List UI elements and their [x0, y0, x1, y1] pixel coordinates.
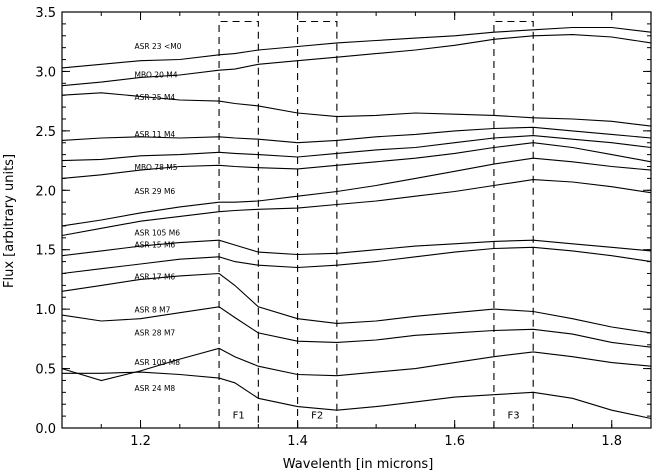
filter-band-f1 — [218, 20, 259, 428]
y-tick-label: 0.5 — [35, 363, 56, 378]
series-line-7 — [61, 179, 652, 237]
y-axis-title: Flux [arbitrary units] — [2, 154, 17, 288]
series-label: MBO 20 M4 — [135, 70, 178, 79]
filter-band-f3 — [493, 20, 534, 428]
series-line-4 — [61, 135, 652, 162]
series-line-5 — [61, 142, 652, 179]
series-label: ASR 8 M7 — [135, 306, 171, 315]
series-label: ASR 109 M8 — [135, 358, 181, 367]
series-label: ASR 28 M7 — [135, 328, 176, 337]
y-tick-label: 2.0 — [35, 184, 56, 199]
series-label: ASR 23 <M0 — [135, 42, 182, 51]
series-line-6 — [61, 157, 652, 227]
series-label: ASR 29 M6 — [135, 187, 176, 196]
filter-label: F3 — [508, 410, 520, 421]
series-label: ASR 11 M4 — [135, 130, 176, 139]
x-tick-label: 1.2 — [130, 434, 151, 449]
filter-label: F2 — [311, 410, 323, 421]
y-tick-label: 3.0 — [35, 65, 56, 80]
series-line-11 — [61, 306, 652, 348]
series-label: ASR 105 M6 — [135, 228, 181, 237]
x-tick-label: 1.8 — [601, 434, 622, 449]
plot-area: 1.2 1.4 1.6 1.8 0.0 0.5 1.0 1.5 2.0 2.5 3.0 3.5 F1 F2… — [35, 6, 652, 449]
y-tick-label: 2.5 — [35, 125, 56, 140]
series-label: ASR 25 M4 — [135, 93, 176, 102]
series-line-1 — [61, 34, 652, 87]
series-line-10 — [61, 272, 652, 334]
x-tick-label: 1.6 — [444, 434, 465, 449]
y-tick-label: 1.0 — [35, 303, 56, 318]
series-label: ASR 24 M8 — [135, 384, 176, 393]
series-line-12 — [61, 347, 652, 382]
series-line-2 — [61, 92, 652, 127]
x-tick-label: 1.4 — [287, 434, 308, 449]
series-label: ASR 17 M6 — [135, 272, 176, 281]
series-line-13 — [62, 371, 652, 420]
series-line-3 — [61, 126, 652, 144]
filter-band-f2 — [297, 20, 338, 428]
y-tick-label: 0.0 — [35, 422, 56, 437]
filter-label: F1 — [233, 410, 245, 421]
series-line-0 — [61, 26, 652, 69]
x-axis-title: Wavelenth [in microns] — [283, 457, 434, 472]
plot-frame — [61, 11, 652, 429]
y-tick-label: 1.5 — [35, 244, 56, 259]
series-line-9 — [61, 246, 652, 275]
y-tick-label: 3.5 — [35, 6, 56, 21]
series-line-8 — [61, 239, 652, 257]
series-label: MBO 78 M5 — [135, 163, 178, 172]
